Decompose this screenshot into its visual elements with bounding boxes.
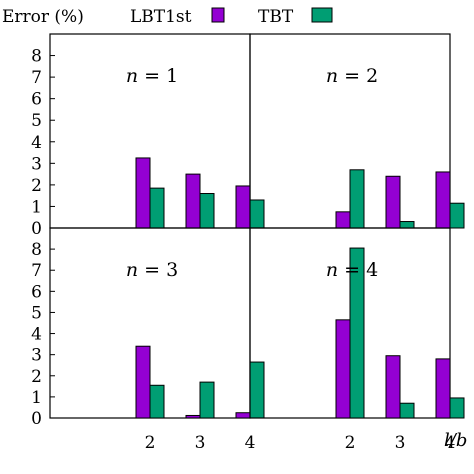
bar-tbt-2 (149, 187, 165, 229)
y-tick-label: 2 (31, 367, 42, 387)
bar-tbt-2 (149, 384, 165, 419)
bar-tbt-3 (199, 381, 215, 419)
y-tick-label: 6 (31, 90, 42, 110)
y-tick-label: 3 (31, 154, 42, 174)
y-axis-label: Error (%) (2, 7, 84, 27)
y-tick-label: 5 (31, 111, 42, 131)
bar-lbt1st-4 (435, 171, 451, 229)
bar-lbt1st-4 (235, 185, 251, 229)
x-tick-label: 4 (245, 433, 256, 453)
bar-lbt1st-3 (185, 173, 201, 229)
bar-lbt1st-2 (335, 211, 351, 229)
panel-label-value: 1 (166, 65, 178, 87)
bar-tbt-4 (449, 202, 465, 229)
bar-tbt-2 (349, 247, 365, 419)
panel-label-eq: = (338, 259, 366, 281)
panel-label-var: n (126, 65, 138, 87)
panel-label: n = 4 (326, 259, 378, 281)
bar-lbt1st-3 (385, 355, 401, 419)
panel-label-eq: = (138, 65, 166, 87)
bar-lbt1st-4 (435, 358, 451, 419)
bar-tbt-2 (349, 169, 365, 229)
y-tick-label: 4 (31, 133, 42, 153)
y-tick-label: 5 (31, 303, 42, 323)
legend-label-tbt: TBT (258, 7, 294, 27)
panel-label-eq: = (338, 65, 366, 87)
legend-label-lbt1st: LBT1st (130, 7, 192, 27)
bar-lbt1st-4 (235, 412, 251, 419)
panel-label-var: n (126, 259, 138, 281)
y-tick-label: 8 (31, 240, 42, 260)
y-tick-label: 1 (31, 388, 42, 408)
panel-label: n = 1 (126, 65, 178, 87)
x-tick-label: 4 (445, 433, 456, 453)
x-tick-label: 2 (145, 433, 156, 453)
bar-tbt-3 (399, 221, 415, 229)
panel-2: n = 2 (249, 33, 465, 229)
bar-tbt-4 (449, 397, 465, 419)
y-tick-label: 1 (31, 197, 42, 217)
y-tick-label: 7 (31, 68, 42, 88)
y-tick-label: 7 (31, 261, 42, 281)
y-tick-label: 3 (31, 346, 42, 366)
y-tick-label: 8 (31, 47, 42, 67)
x-tick-label: 3 (395, 433, 406, 453)
x-axis-label: l/b (444, 430, 467, 451)
y-tick-label: 2 (31, 176, 42, 196)
x-tick-label: 2 (345, 433, 356, 453)
legend-swatch-lbt1st (211, 7, 225, 23)
bar-tbt-4 (249, 361, 265, 419)
bar-tbt-3 (199, 193, 215, 229)
bar-lbt1st-3 (185, 414, 201, 419)
legend-swatch-tbt (311, 7, 333, 23)
bar-lbt1st-2 (135, 345, 151, 419)
bar-lbt1st-2 (335, 319, 351, 419)
bar-lbt1st-3 (385, 175, 401, 229)
panel-label-value: 2 (366, 65, 378, 87)
x-tick-label: 3 (195, 433, 206, 453)
bar-lbt1st-2 (135, 157, 151, 229)
y-tick-label: 4 (31, 325, 42, 345)
panel-label-value: 4 (366, 259, 378, 281)
panel-label-var: n (326, 259, 338, 281)
panel-4: n = 4 (249, 227, 465, 419)
panel-label-eq: = (138, 259, 166, 281)
panel-label-var: n (326, 65, 338, 87)
panel-label-value: 3 (166, 259, 178, 281)
panel-label: n = 3 (126, 259, 178, 281)
y-tick-label: 6 (31, 282, 42, 302)
y-tick-label: 0 (31, 409, 42, 429)
bar-tbt-4 (249, 199, 265, 229)
panel-label: n = 2 (326, 65, 378, 87)
bar-tbt-3 (399, 402, 415, 419)
y-tick-label: 0 (31, 219, 42, 239)
